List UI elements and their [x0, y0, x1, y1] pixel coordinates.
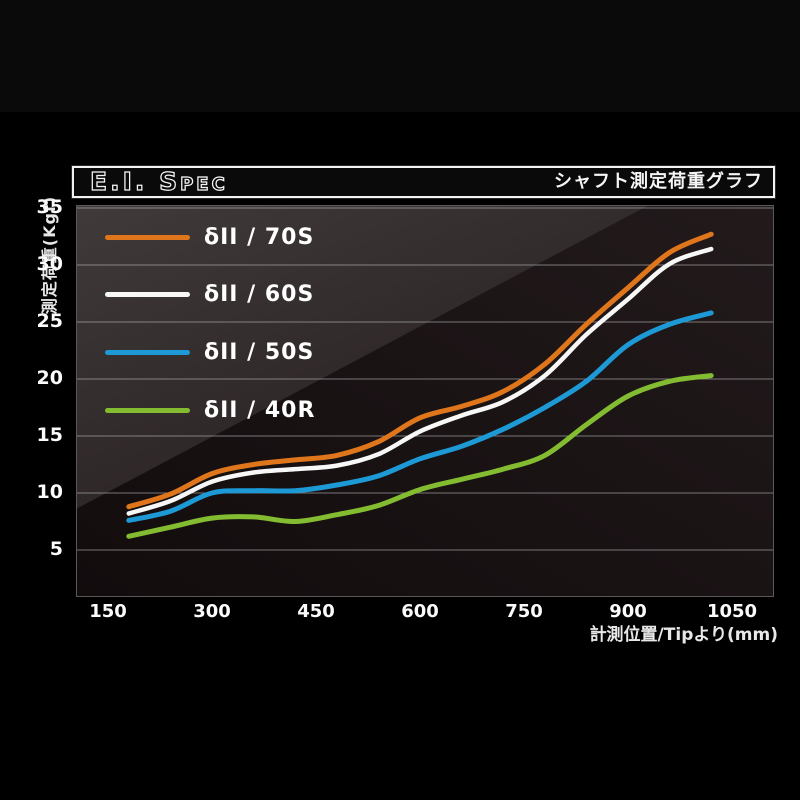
- series-line-70s: [126, 231, 714, 510]
- plot-background-wedge: [76, 205, 649, 509]
- page-title-graphic: E.I. Spec: [89, 168, 228, 196]
- y-tick-label-30: 30: [36, 253, 63, 275]
- plot-border: [76, 205, 774, 597]
- x-tick-label-300: 300: [193, 601, 231, 622]
- y-tick-label-5: 5: [49, 538, 63, 560]
- series-line-40r: [126, 373, 714, 539]
- legend-swatch-40r: [105, 407, 190, 413]
- x-tick-label-450: 450: [297, 601, 335, 622]
- legend-label-40r: δII / 40R: [204, 397, 316, 423]
- header-subtitle: シャフト測定荷重グラフ: [554, 171, 763, 192]
- line-chart: [76, 205, 774, 597]
- y-tick-label-25: 25: [36, 310, 63, 332]
- x-axis-title: 計測位置/Tipより(mm): [589, 625, 778, 645]
- y-tick-label-15: 15: [36, 424, 63, 446]
- legend-label-70s: δII / 70S: [204, 224, 315, 250]
- legend-swatch-50s: [105, 349, 190, 355]
- legend-item-70s: δII / 70S: [105, 224, 315, 250]
- legend-swatch-60s: [105, 291, 190, 297]
- legend-label-60s: δII / 60S: [204, 281, 315, 307]
- legend-item-60s: δII / 60S: [105, 281, 315, 307]
- y-tick-label-35: 35: [36, 196, 63, 218]
- legend-item-40r: δII / 40R: [105, 397, 316, 423]
- x-tick-label-1050: 1050: [706, 601, 758, 622]
- legend-label-50s: δII / 50S: [204, 339, 315, 365]
- x-tick-label-900: 900: [609, 601, 647, 622]
- x-tick-label-150: 150: [89, 601, 127, 622]
- data-series: [126, 231, 714, 539]
- series-line-50s: [126, 310, 714, 523]
- legend-item-50s: δII / 50S: [105, 339, 315, 365]
- series-line-60s: [126, 246, 714, 516]
- y-tick-label-20: 20: [36, 367, 63, 389]
- y-tick-label-10: 10: [36, 481, 63, 503]
- x-tick-label-600: 600: [401, 601, 439, 622]
- legend-swatch-70s: [105, 234, 190, 240]
- header-bar: E.I. Spec シャフト測定荷重グラフ: [71, 165, 776, 199]
- x-tick-label-750: 750: [505, 601, 543, 622]
- top-band: [0, 0, 800, 112]
- page-title: E.I. Spec: [90, 168, 228, 196]
